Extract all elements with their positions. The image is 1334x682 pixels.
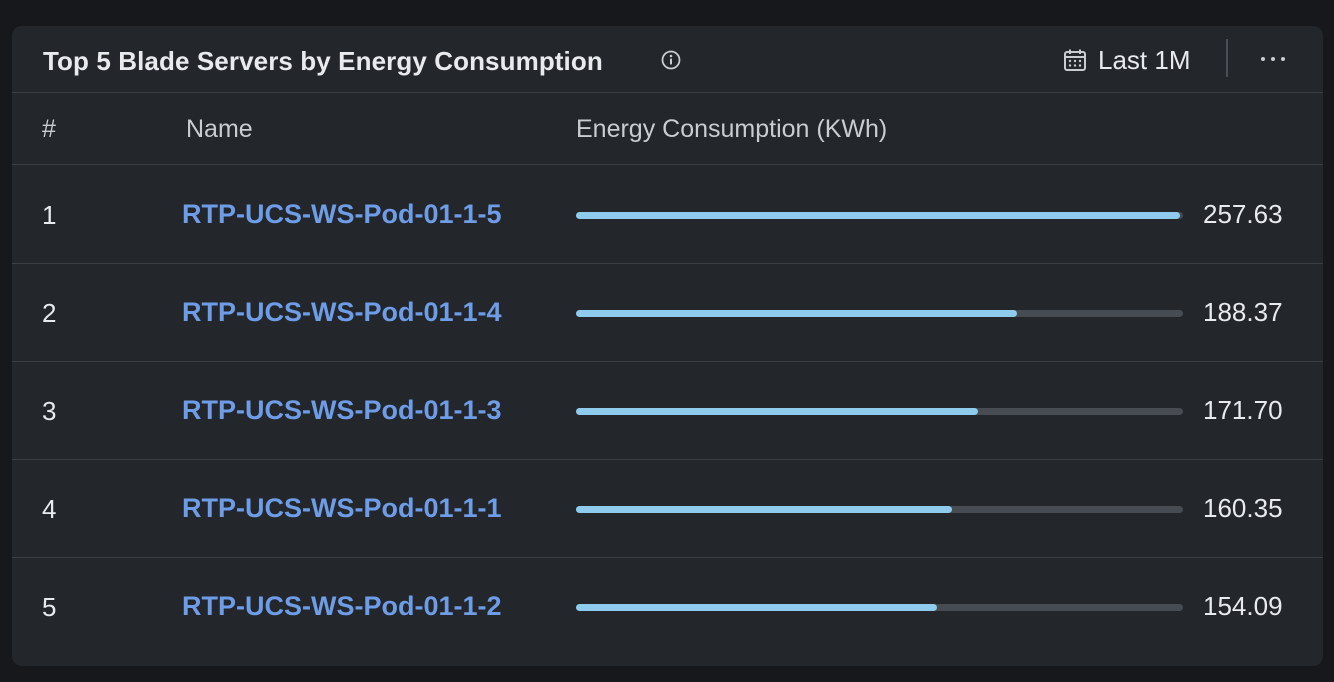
table-row: 4 RTP-UCS-WS-Pod-01-1-1 160.35 [12, 460, 1323, 558]
energy-bar-track [576, 212, 1183, 219]
column-header-energy: Energy Consumption (KWh) [576, 115, 888, 143]
row-rank: 5 [42, 592, 57, 622]
row-rank: 1 [42, 200, 57, 230]
energy-bar-track [576, 408, 1183, 415]
energy-bar-fill [576, 408, 979, 415]
energy-bar-fill [576, 506, 952, 513]
server-name-link[interactable]: RTP-UCS-WS-Pod-01-1-2 [182, 591, 502, 621]
column-header-rank: # [42, 115, 56, 143]
energy-value: 188.37 [1203, 297, 1283, 327]
table-row: 5 RTP-UCS-WS-Pod-01-1-2 154.09 [12, 558, 1323, 656]
row-rank: 4 [42, 494, 57, 524]
energy-widget-card: Top 5 Blade Servers by Energy Consumptio… [12, 26, 1323, 666]
energy-value: 154.09 [1203, 591, 1283, 621]
column-header-name: Name [186, 115, 253, 143]
table-header: # Name Energy Consumption (KWh) [12, 93, 1323, 165]
header-divider [1226, 39, 1228, 77]
row-rank: 2 [42, 298, 57, 328]
energy-bar-fill [576, 212, 1180, 219]
row-rank: 3 [42, 396, 57, 426]
server-name-link[interactable]: RTP-UCS-WS-Pod-01-1-3 [182, 395, 502, 425]
server-name-link[interactable]: RTP-UCS-WS-Pod-01-1-5 [182, 199, 502, 229]
table-row: 3 RTP-UCS-WS-Pod-01-1-3 171.70 [12, 362, 1323, 460]
server-name-link[interactable]: RTP-UCS-WS-Pod-01-1-4 [182, 297, 502, 327]
server-name-link[interactable]: RTP-UCS-WS-Pod-01-1-1 [182, 493, 502, 523]
calendar-icon [1064, 49, 1086, 71]
widget-title: Top 5 Blade Servers by Energy Consumptio… [43, 46, 603, 76]
energy-bar-track [576, 506, 1183, 513]
energy-bar-fill [576, 604, 938, 611]
date-range-label: Last 1M [1098, 44, 1191, 75]
table-row: 1 RTP-UCS-WS-Pod-01-1-5 257.63 [12, 166, 1323, 264]
more-horizontal-icon[interactable] [1256, 46, 1290, 72]
date-range-button[interactable]: Last 1M [1062, 40, 1191, 80]
energy-bar-track [576, 604, 1183, 611]
widget-header: Top 5 Blade Servers by Energy Consumptio… [12, 26, 1323, 93]
energy-value: 160.35 [1203, 493, 1283, 523]
energy-value: 171.70 [1203, 395, 1283, 425]
info-icon[interactable] [660, 49, 682, 71]
energy-value: 257.63 [1203, 199, 1283, 229]
table-row: 2 RTP-UCS-WS-Pod-01-1-4 188.37 [12, 264, 1323, 362]
energy-bar-fill [576, 310, 1018, 317]
energy-bar-track [576, 310, 1183, 317]
